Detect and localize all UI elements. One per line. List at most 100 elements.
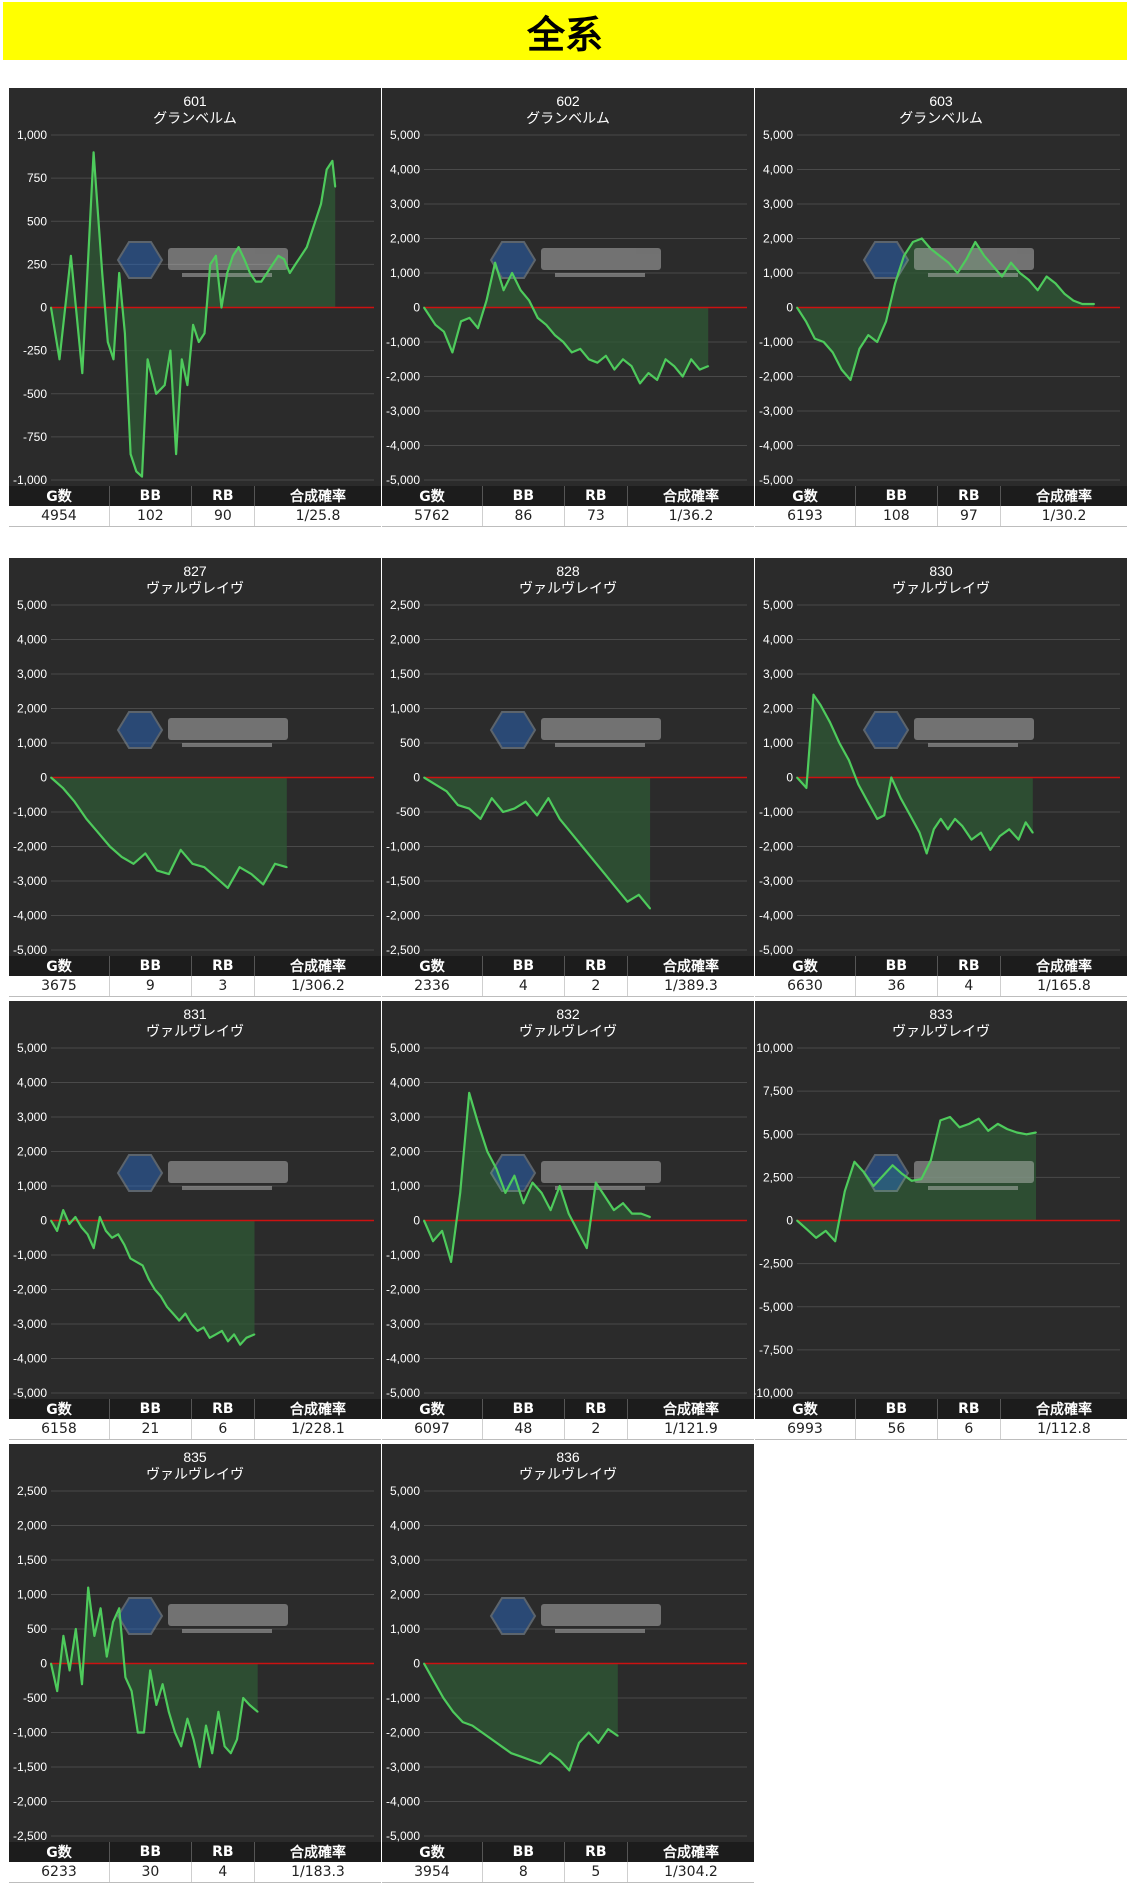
y-tick-label: -5,000 (759, 473, 793, 486)
data-point (178, 1319, 181, 1322)
stats-table: G数 BB RB 合成確率 4954 102 90 1/25.8 (9, 486, 381, 527)
stats-header-probability: 合成確率 (627, 1842, 754, 1862)
data-point (524, 800, 527, 803)
data-point (796, 776, 798, 779)
chart-model-name: ヴァルヴレイヴ (146, 580, 244, 597)
data-point (1024, 821, 1027, 824)
data-point (529, 1759, 532, 1761)
data-point (528, 299, 531, 302)
series-area (424, 1092, 651, 1262)
y-tick-label: 2,500 (390, 598, 420, 612)
y-tick-label: 500 (400, 736, 420, 750)
series-area (51, 777, 287, 888)
data-point (331, 160, 334, 162)
stats-header-rb: RB (564, 486, 629, 506)
y-tick-label: 500 (27, 214, 47, 228)
data-point (105, 1230, 107, 1232)
y-tick-label: 1,000 (763, 266, 793, 280)
data-point (320, 203, 322, 205)
data-point (576, 1230, 579, 1232)
y-tick-label: 500 (27, 1622, 47, 1636)
data-point (1006, 1128, 1009, 1130)
y-tick-label: -5,000 (759, 943, 793, 956)
data-point (155, 392, 158, 395)
chart-machine-number: 602 (556, 93, 580, 109)
stats-rb: 4 (191, 1862, 256, 1883)
chart-background (9, 558, 381, 956)
data-point (111, 1236, 113, 1239)
data-point (796, 1219, 798, 1222)
data-point (490, 797, 493, 800)
y-tick-label: 5,000 (390, 1041, 420, 1055)
data-point (486, 1150, 489, 1153)
y-tick-label: 2,000 (763, 702, 793, 716)
data-point (61, 787, 64, 789)
data-point (867, 334, 870, 336)
data-point (109, 845, 111, 848)
chart-panel: 835 ヴァルヴレイヴ 2,500 2,000 1,500 1,000 500 0 -500 -1… (9, 1444, 381, 1883)
y-tick-label: -3,000 (759, 404, 793, 418)
data-point (631, 1212, 633, 1215)
stats-header-probability: 合成確率 (627, 486, 754, 506)
data-point (1054, 282, 1057, 285)
data-point (616, 1735, 619, 1737)
stats-header-bb: BB (855, 1399, 938, 1419)
chart-model-name: ヴァルヴレイヴ (519, 580, 617, 597)
data-point (587, 1731, 590, 1734)
data-point (74, 1628, 77, 1630)
data-point (477, 1123, 480, 1125)
stats-probability: 1/228.1 (254, 1419, 381, 1440)
data-point (175, 453, 178, 455)
data-point (80, 1226, 83, 1229)
y-tick-label: -1,000 (386, 840, 420, 854)
data-point (174, 1731, 176, 1734)
data-point (970, 838, 973, 841)
stats-table: G数 BB RB 合成確率 6158 21 6 1/228.1 (9, 1399, 381, 1440)
data-point (460, 320, 462, 323)
y-tick-label: 2,000 (17, 702, 47, 716)
stats-rb: 97 (937, 506, 1002, 527)
data-point (531, 1181, 534, 1184)
data-point (485, 299, 488, 302)
watermark-logo (489, 711, 661, 749)
data-point (622, 1202, 624, 1205)
data-point (56, 1230, 58, 1232)
data-point (822, 341, 825, 343)
stats-table: G数 BB RB 合成確率 6993 56 6 1/112.8 (755, 1399, 1127, 1440)
chart-machine-number: 601 (183, 93, 207, 109)
y-tick-label: -1,000 (13, 473, 47, 486)
chart-background (382, 558, 754, 956)
data-point (167, 1710, 170, 1713)
data-point (596, 361, 599, 364)
stats-probability: 1/112.8 (1000, 1419, 1127, 1440)
y-tick-label: 1,500 (390, 667, 420, 681)
y-tick-label: 0 (786, 301, 793, 315)
data-point (511, 272, 513, 274)
y-tick-label: -2,000 (13, 1283, 47, 1297)
data-point (522, 1202, 525, 1205)
y-tick-label: -1,000 (386, 335, 420, 349)
y-tick-label: -5,000 (13, 1386, 47, 1399)
chart-machine-number: 835 (183, 1449, 207, 1465)
data-point (690, 358, 693, 361)
data-point (423, 306, 425, 309)
data-point (673, 365, 675, 367)
chart-svg: 603 グランベルム 5,000 4,000 3,000 2,000 1,000 0 -1,00… (755, 88, 1127, 486)
y-tick-label: -2,500 (386, 943, 420, 956)
data-point (581, 845, 584, 848)
stats-header-bb: BB (482, 486, 565, 506)
stats-bb: 48 (482, 1419, 565, 1440)
data-point (510, 1752, 513, 1755)
data-point (452, 1710, 454, 1713)
y-tick-label: 250 (27, 257, 47, 271)
data-point (1016, 1131, 1018, 1134)
stats-header-rb: RB (191, 486, 256, 506)
data-point (520, 1755, 522, 1758)
data-point (232, 254, 234, 257)
data-point (929, 247, 932, 250)
chart-background (382, 88, 754, 486)
y-tick-label: 1,000 (390, 1622, 420, 1636)
stats-header-probability: 合成確率 (254, 1399, 381, 1419)
data-point (872, 1185, 875, 1187)
